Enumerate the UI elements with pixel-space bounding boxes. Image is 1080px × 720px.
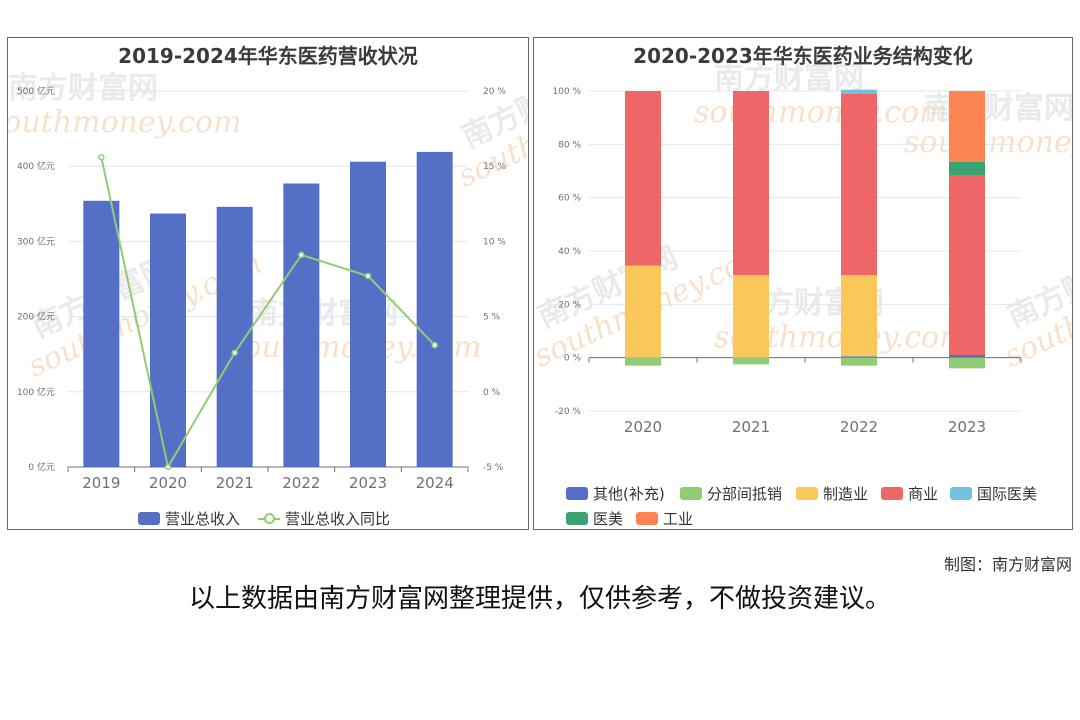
legend-label: 分部间抵销 [707, 485, 783, 503]
stacked-bar-segment [841, 356, 877, 358]
stacked-bar-segment [949, 357, 985, 369]
revenue-bar [350, 161, 386, 468]
legend-label: 国际医美 [977, 485, 1038, 503]
revenue-yoy-point [231, 349, 238, 356]
disclaimer-note: 以上数据由南方财富网整理提供，仅供参考，不做投资建议。 [188, 584, 891, 614]
stacked-bar-segment [733, 91, 769, 275]
y-tick-label: 80 % [558, 140, 581, 150]
watermark-cn-0: 南方财富网 [8, 71, 158, 106]
x-tick-label: 2023 [948, 418, 986, 436]
legend-label: 工业 [663, 510, 694, 528]
legend-swatch [566, 512, 588, 525]
y-right-tick-label: 20 % [483, 87, 506, 97]
watermark-cn-4: 南方财富网 [924, 91, 1073, 126]
revenue-yoy-point [98, 153, 105, 161]
stacked-bar-segment [949, 91, 985, 162]
revenue-yoy-point [364, 272, 372, 280]
x-tick-label: 2024 [416, 474, 454, 492]
y-right-tick-label: -5 % [483, 463, 504, 473]
legend-swatch [881, 487, 903, 500]
revenue-yoy-line [100, 156, 436, 470]
y-tick-label: 60 % [558, 194, 581, 204]
stacked-bar-segment [841, 275, 877, 357]
revenue-bar [416, 151, 453, 468]
revenue-yoy-point [431, 341, 438, 349]
legend-swatch [680, 487, 702, 500]
legend-label: 商业 [908, 485, 939, 503]
x-tick-label: 2020 [624, 418, 662, 436]
business-structure-chart-title: 2020-2023年华东医药业务结构变化 [633, 44, 973, 68]
y-tick-label: 20 % [558, 300, 581, 310]
y-left-tick-label: 0 亿元 [28, 461, 55, 473]
y-left-tick-label: 400 亿元 [17, 160, 55, 172]
legend-item-2[interactable]: 制造业 [796, 483, 868, 504]
legend-item-0[interactable]: 其他(补充) [566, 483, 665, 504]
revenue-yoy-point [164, 463, 172, 471]
x-tick-label: 2021 [732, 418, 770, 436]
y-left-tick-label: 200 亿元 [17, 311, 55, 323]
chart-credit: 制图：南方财富网 [943, 555, 1072, 574]
watermark-en-4: southmoney.com [904, 125, 1073, 160]
stacked-bar-segment [625, 91, 661, 266]
legend-label: 医美 [593, 510, 624, 528]
legend-swatch [566, 487, 588, 500]
x-tick-label: 2023 [349, 474, 387, 492]
stacked-bar-segment [949, 355, 985, 358]
stacked-bar-segment [733, 275, 769, 358]
x-tick-label: 2020 [149, 474, 187, 492]
y-right-tick-label: 5 % [483, 313, 501, 323]
stacked-bar-segment [625, 357, 661, 366]
legend-swatch-revenue [138, 512, 160, 525]
y-tick-label: 40 % [558, 247, 581, 257]
legend-item-3[interactable]: 商业 [881, 483, 938, 504]
business-structure-chart-svg: 南方财富网southmoney.com南方财富网southmoney.com南方… [534, 61, 1073, 436]
legend-label: 其他(补充) [593, 485, 665, 503]
revenue-chart-title: 2019-2024年华东医药营收状况 [118, 44, 418, 68]
stacked-bar-segment [625, 265, 661, 358]
y-left-tick-label: 500 亿元 [17, 85, 55, 97]
revenue-chart-panel: 南方财富网 southmoney.com 南方财富网 southmoney.com 南方… [7, 37, 529, 530]
y-left-tick-label: 100 亿元 [17, 386, 55, 398]
stacked-bar-segment [841, 93, 877, 275]
revenue-yoy-point [298, 251, 305, 259]
x-tick-label: 2019 [82, 474, 120, 492]
business-structure-chart-panel: 南方财富网 southmoney.com 南方财富网 southmoney.com 南方… [533, 37, 1073, 530]
legend-label-revenue-yoy: 营业总收入同比 [285, 510, 391, 528]
revenue-bar [150, 213, 186, 467]
revenue-chart-svg: 南方财富网southmoney.com南方财富网southmoney.com南方… [8, 56, 528, 492]
revenue-bar [83, 200, 120, 468]
watermark-cn-0: 南方财富网 [714, 61, 864, 96]
legend-label: 制造业 [823, 485, 869, 503]
legend-item-1[interactable]: 分部间抵销 [680, 483, 782, 504]
y-tick-label: 0 % [564, 354, 582, 364]
legend-swatch [796, 487, 818, 500]
legend-label-revenue: 营业总收入 [165, 510, 241, 528]
legend-item-6[interactable]: 工业 [636, 508, 693, 529]
stacked-bar-segment [949, 175, 985, 355]
legend-item-5[interactable]: 医美 [566, 508, 623, 529]
y-left-tick-label: 300 亿元 [17, 235, 55, 247]
legend-swatch [636, 512, 658, 525]
stacked-bar-segment [841, 357, 877, 366]
y-tick-label: -20 % [555, 407, 582, 417]
business-structure-legend: 其他(补充) 分部间抵销 制造业 商业 国际医美医美 工业 [534, 483, 1072, 529]
legend-item-4[interactable]: 国际医美 [950, 483, 1037, 504]
legend-item-revenue-yoy[interactable]: 营业总收入同比 [258, 508, 390, 529]
y-right-tick-label: 15 % [483, 162, 506, 172]
watermark-en-0: southmoney.com [8, 105, 242, 140]
stacked-bar-segment [733, 357, 769, 365]
legend-swatch [950, 487, 972, 500]
legend-swatch-revenue-yoy [258, 512, 280, 525]
revenue-bar [283, 183, 320, 467]
stacked-bar-segment [949, 161, 985, 175]
y-right-tick-label: 0 % [483, 388, 501, 398]
y-right-tick-label: 10 % [483, 237, 506, 247]
x-tick-label: 2022 [282, 474, 320, 492]
y-tick-label: 100 % [552, 87, 581, 97]
x-tick-label: 2022 [840, 418, 878, 436]
revenue-bar [216, 206, 253, 468]
x-tick-label: 2021 [216, 474, 254, 492]
stacked-bar-segment [841, 89, 877, 94]
legend-item-revenue[interactable]: 营业总收入 [138, 508, 240, 529]
